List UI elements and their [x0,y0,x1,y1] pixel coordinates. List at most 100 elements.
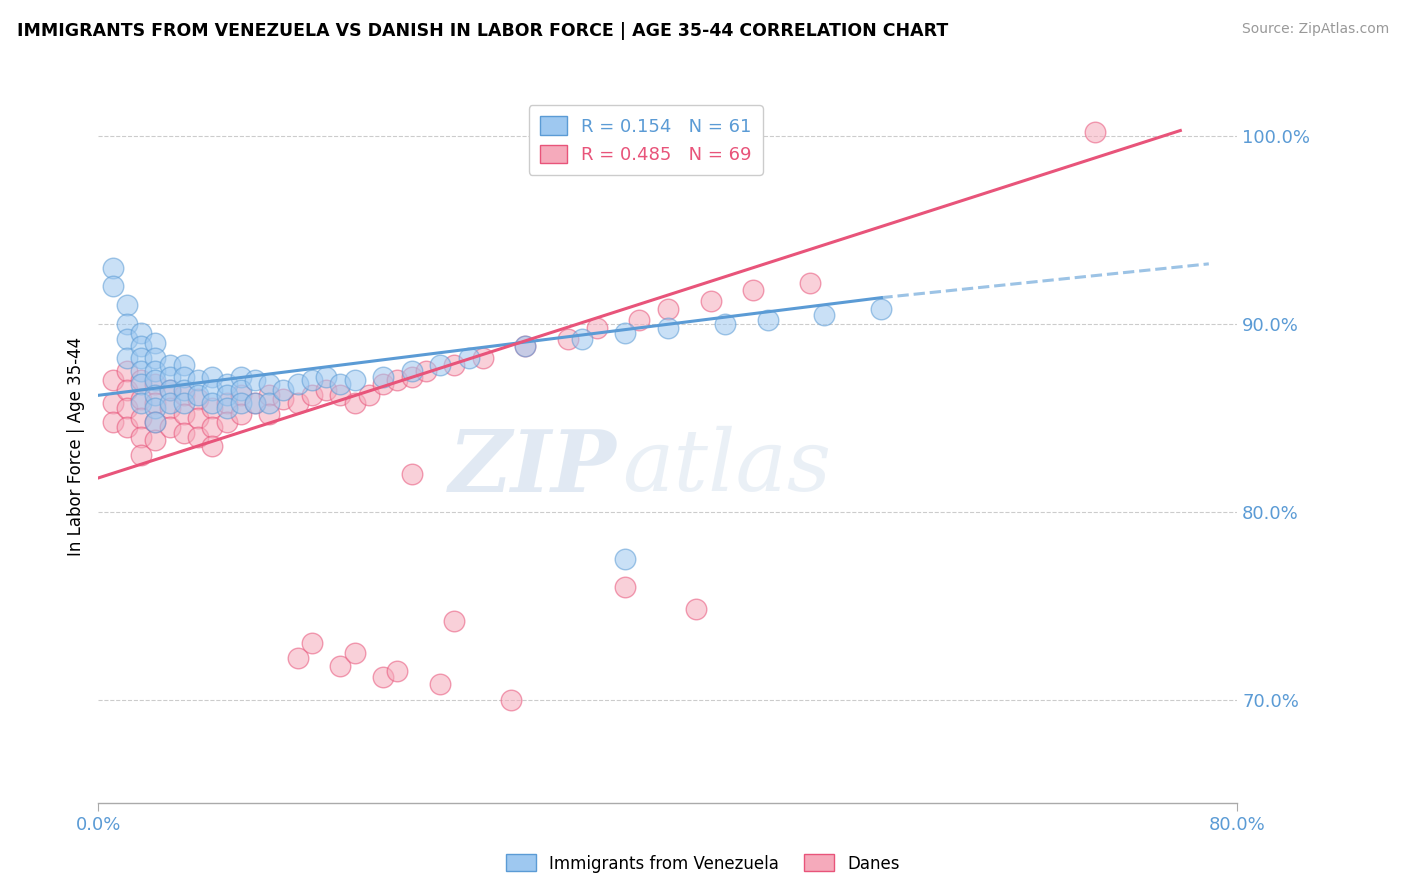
Point [187,410,209,425]
Point [159,396,181,410]
Point [415,364,437,378]
Point [101,279,124,293]
Point [129,326,152,341]
Point [145,351,167,365]
Point [657,320,679,334]
Point [628,313,651,327]
Point [813,308,835,322]
Point [101,415,124,429]
Point [129,410,152,425]
Point [115,401,138,416]
Point [259,407,281,421]
Point [614,580,637,594]
Y-axis label: In Labor Force | Age 35-44: In Labor Force | Age 35-44 [66,336,84,556]
Point [129,429,152,443]
Point [173,369,195,384]
Text: IMMIGRANTS FROM VENEZUELA VS DANISH IN LABOR FORCE | AGE 35-44 CORRELATION CHART: IMMIGRANTS FROM VENEZUELA VS DANISH IN L… [17,22,948,40]
Point [443,614,465,628]
Point [145,434,167,448]
Point [129,377,152,392]
Point [315,369,337,384]
Point [115,317,138,331]
Point [145,415,167,429]
Point [329,377,352,392]
Point [129,449,152,463]
Point [173,425,195,440]
Point [159,369,181,384]
Point [187,392,209,406]
Point [129,373,152,387]
Point [145,396,167,410]
Point [159,420,181,434]
Point [173,388,195,402]
Point [301,636,323,650]
Point [145,364,167,378]
Point [259,377,281,392]
Point [742,283,765,297]
Point [287,377,309,392]
Point [614,551,637,566]
Point [115,420,138,434]
Point [187,373,209,387]
Point [315,383,337,397]
Point [373,670,395,684]
Point [201,369,224,384]
Point [115,351,138,365]
Point [159,401,181,416]
Point [129,364,152,378]
Point [685,602,707,616]
Point [215,401,238,416]
Point [243,396,266,410]
Point [159,383,181,397]
Text: Source: ZipAtlas.com: Source: ZipAtlas.com [1241,22,1389,37]
Point [215,415,238,429]
Point [201,383,224,397]
Point [273,392,295,406]
Point [401,364,423,378]
Point [115,332,138,346]
Point [129,396,152,410]
Point [187,388,209,402]
Point [699,294,721,309]
Point [401,467,423,482]
Point [129,339,152,353]
Point [173,383,195,397]
Point [173,358,195,372]
Point [101,396,124,410]
Point [387,373,409,387]
Point [259,388,281,402]
Point [145,373,167,387]
Point [273,383,295,397]
Legend: Immigrants from Venezuela, Danes: Immigrants from Venezuela, Danes [499,847,907,880]
Point [457,351,479,365]
Point [301,373,323,387]
Point [614,326,637,341]
Point [201,401,224,416]
Point [287,651,309,665]
Point [429,358,451,372]
Point [145,401,167,416]
Point [343,646,366,660]
Point [301,388,323,402]
Point [443,358,465,372]
Point [515,339,537,353]
Text: ZIP: ZIP [449,425,617,509]
Point [756,313,779,327]
Point [229,388,252,402]
Point [515,339,537,353]
Point [201,439,224,453]
Point [229,383,252,397]
Point [145,335,167,350]
Point [373,369,395,384]
Point [145,377,167,392]
Point [287,396,309,410]
Point [329,658,352,673]
Point [329,388,352,402]
Point [215,396,238,410]
Point [870,301,893,316]
Point [501,692,523,706]
Point [129,351,152,365]
Point [1084,125,1107,139]
Point [201,420,224,434]
Point [145,415,167,429]
